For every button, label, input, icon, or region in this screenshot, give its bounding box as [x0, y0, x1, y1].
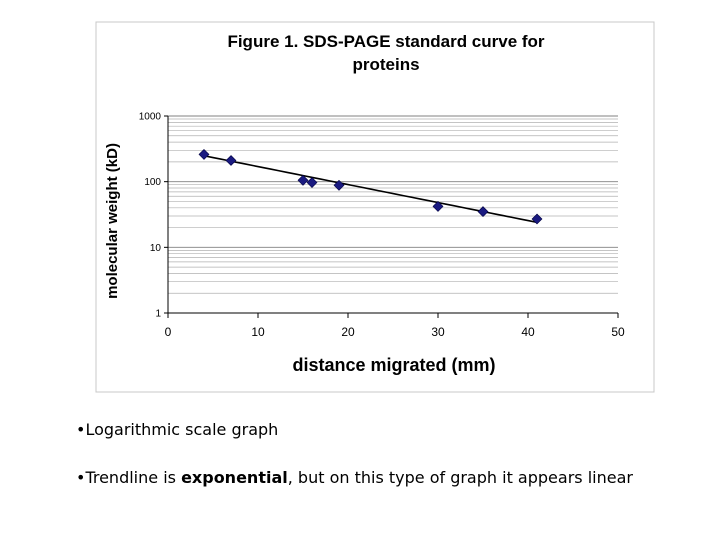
data-point-marker [225, 155, 237, 166]
data-point-marker [297, 174, 309, 186]
x-tick-label: 30 [431, 325, 445, 339]
chart-title-line-2: proteins [352, 55, 419, 74]
bullet-2: •Trendline is exponential, but on this t… [76, 468, 633, 487]
x-axis-label: distance migrated (mm) [292, 355, 495, 375]
bullet-2-text-pre: Trendline is [85, 468, 182, 487]
x-tick-label: 50 [611, 325, 625, 339]
bullet-2-text-post: , but on this type of graph it appears l… [287, 468, 633, 487]
data-point-marker [432, 200, 444, 212]
x-tick-label: 10 [251, 325, 265, 339]
x-tick-label: 40 [521, 325, 535, 339]
data-point-marker [531, 213, 543, 225]
bullet-1-symbol: • [76, 420, 86, 439]
data-point-marker [198, 148, 210, 160]
bullet-1-text: Logarithmic scale graph [85, 420, 279, 439]
axes: 1 10 100 1000 0 10 20 30 40 50 [139, 112, 625, 340]
bullet-2-text-bold: exponential [181, 468, 288, 487]
chart: Figure 1. SDS-PAGE standard curve for pr… [95, 21, 655, 393]
chart-title-line-1: Figure 1. SDS-PAGE standard curve for [227, 32, 544, 51]
y-tick-label: 100 [144, 177, 161, 188]
data-point-marker [477, 206, 489, 218]
data-point-marker [333, 179, 345, 191]
x-tick-label: 20 [341, 325, 355, 339]
y-tick-label: 1000 [139, 112, 162, 123]
data-point-marker [306, 177, 318, 188]
y-tick-label: 1 [155, 309, 161, 320]
y-axis-label: molecular weight (kD) [104, 143, 121, 299]
x-tick-label: 0 [165, 325, 172, 339]
chart-frame [95, 21, 655, 393]
bullet-2-symbol: • [76, 468, 86, 487]
y-tick-label: 10 [150, 243, 162, 254]
data-points [198, 148, 543, 225]
bullet-1: •Logarithmic scale graph [76, 420, 278, 439]
